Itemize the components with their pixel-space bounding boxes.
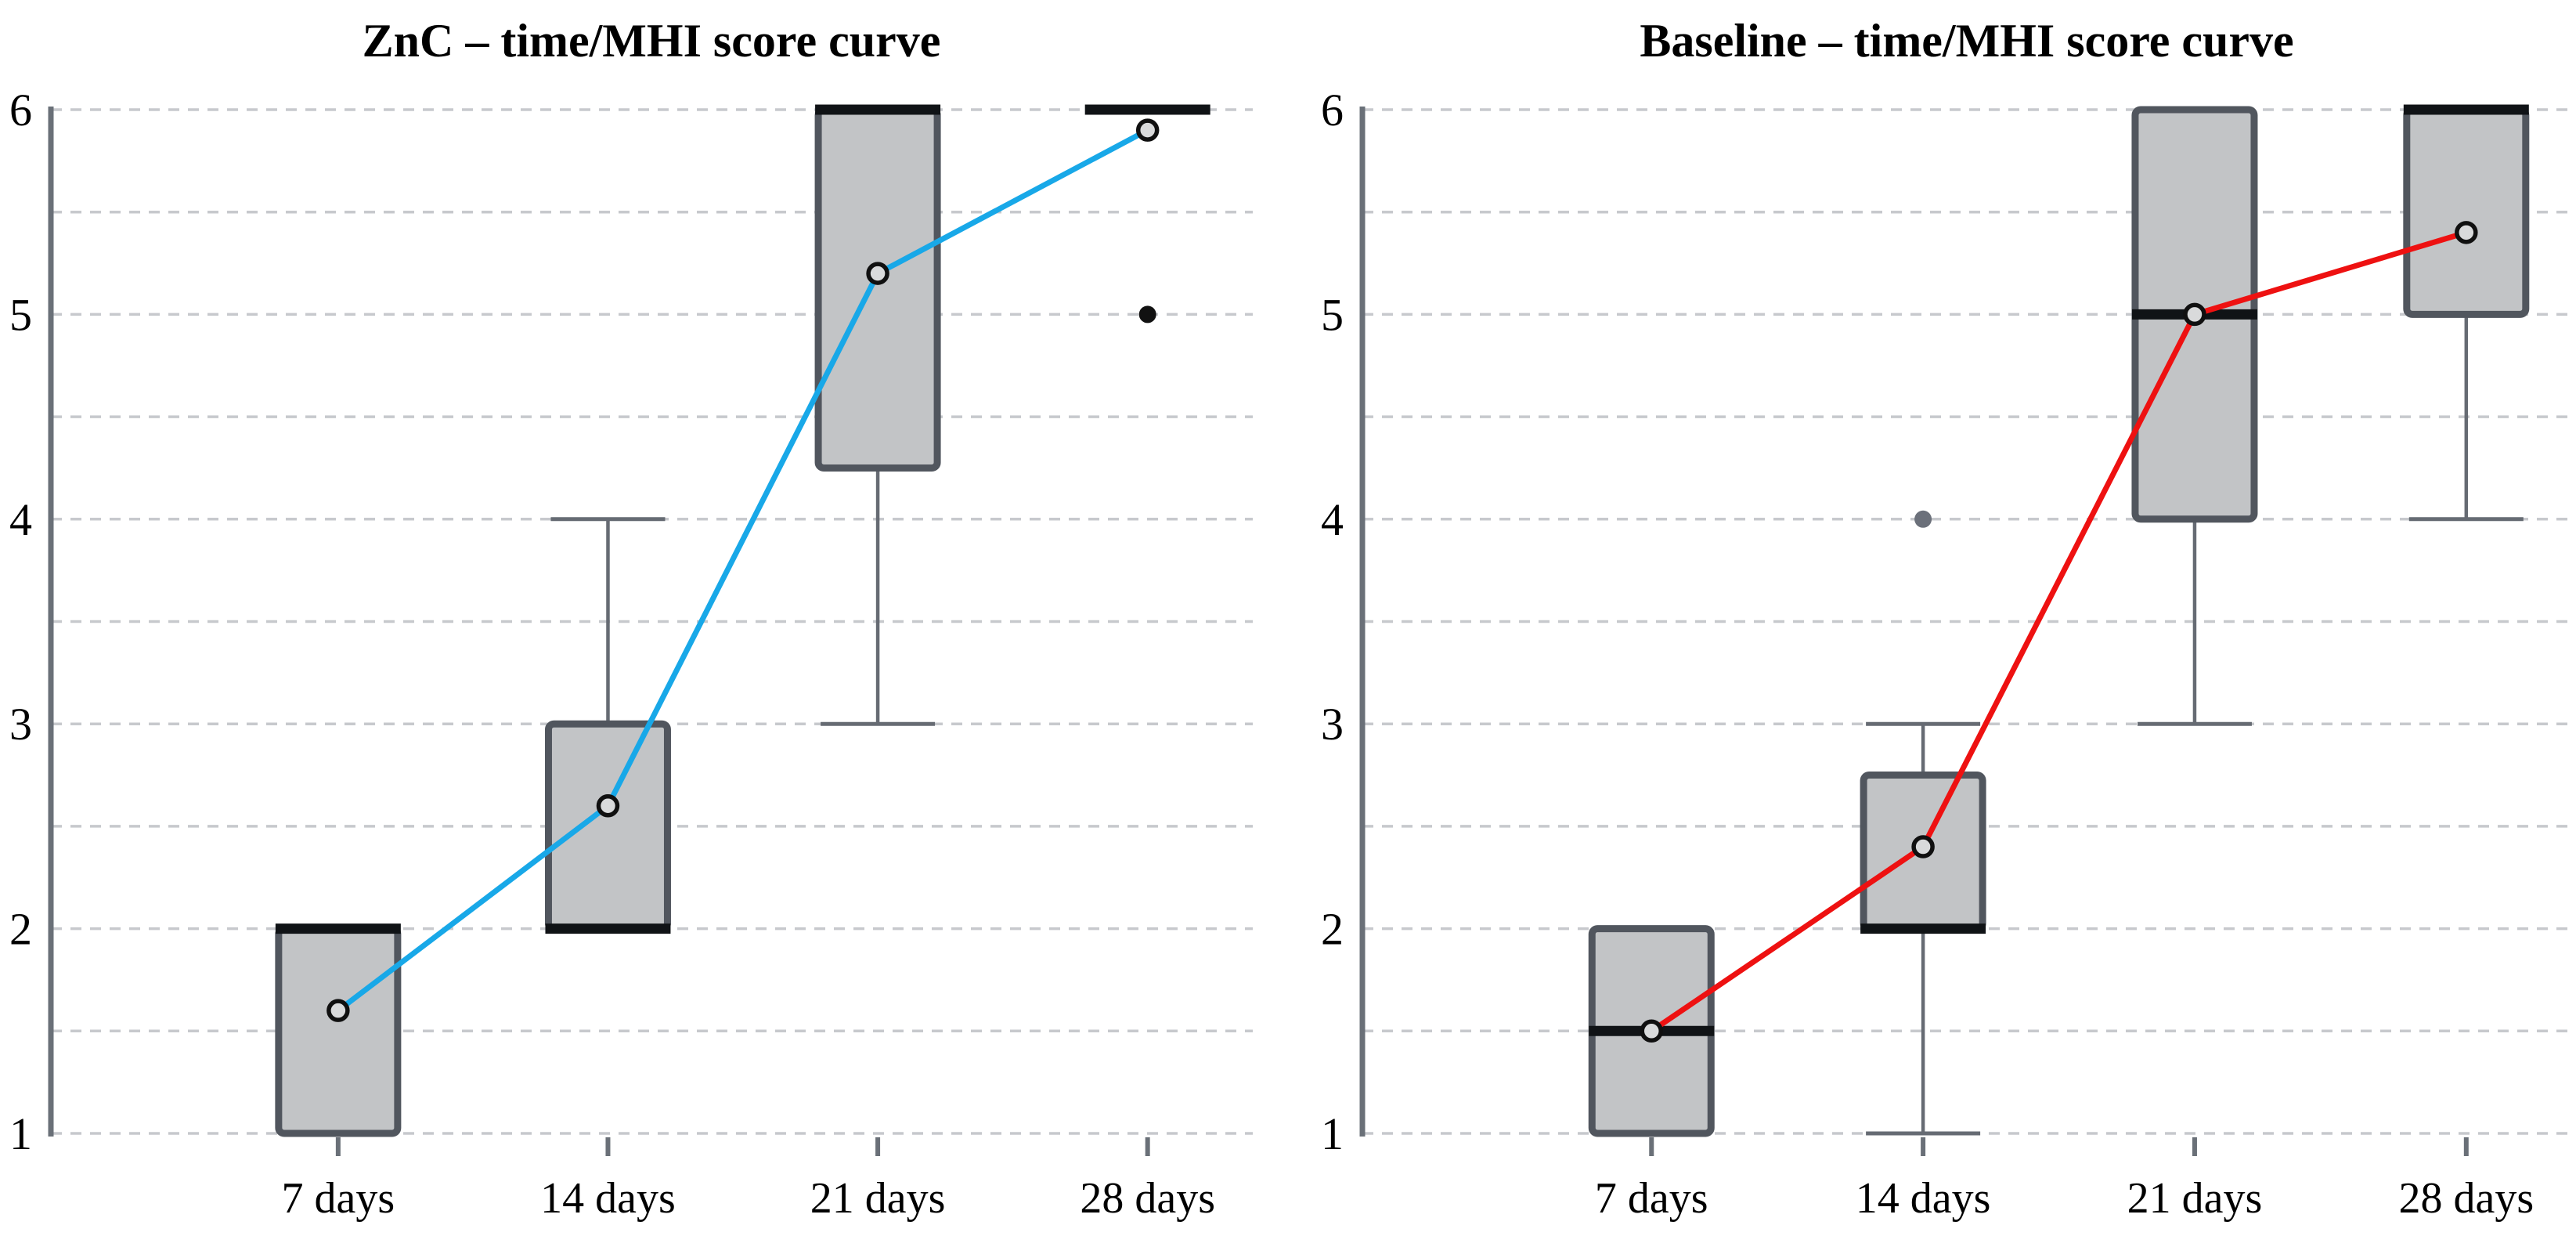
mean-marker <box>2183 302 2206 327</box>
x-tick-label: 28 days <box>1080 1174 1215 1223</box>
x-tick-label: 14 days <box>540 1174 676 1223</box>
y-tick-label: 2 <box>1321 904 1344 955</box>
baseline-chart-title: Baseline – time/MHI score curve <box>1640 15 2293 67</box>
baseline-chart-panel: 7 days 14 days 21 days 28 days 1 2 3 4 5 6 <box>1321 85 2572 1223</box>
x-tick-label: 7 days <box>282 1174 395 1223</box>
x-tick-label: 28 days <box>2398 1174 2534 1223</box>
outlier-point <box>1138 305 1156 323</box>
y-tick-label: 6 <box>1321 85 1344 136</box>
box <box>814 106 941 472</box>
mean-marker <box>2455 221 2478 244</box>
outlier-point <box>1914 510 1932 528</box>
mean-marker <box>596 794 620 818</box>
y-tick-label: 6 <box>9 85 32 136</box>
mean-marker <box>866 262 889 285</box>
y-tick-label: 4 <box>1321 494 1344 545</box>
y-tick-label: 3 <box>9 699 32 750</box>
x-tick-label: 7 days <box>1595 1174 1708 1223</box>
y-tick-label: 4 <box>9 494 32 545</box>
x-tick-label: 14 days <box>1856 1174 1991 1223</box>
mean-marker <box>327 999 350 1022</box>
znc-chart-panel: 7 days 14 days 21 days 28 days 1 2 3 4 5 6 <box>9 85 1253 1223</box>
y-tick-label: 3 <box>1321 699 1344 750</box>
box <box>275 925 402 1137</box>
y-tick-label: 1 <box>1321 1108 1344 1159</box>
mean-marker <box>1135 118 1160 142</box>
x-tick-label: 21 days <box>810 1174 946 1223</box>
mean-curve <box>1648 229 2470 1034</box>
mean-marker <box>1911 835 1935 858</box>
box <box>2403 106 2530 318</box>
mean-marker <box>1640 1019 1664 1043</box>
y-tick-label: 1 <box>9 1108 32 1159</box>
y-tick-label: 5 <box>1321 289 1344 340</box>
y-tick-label: 5 <box>9 289 32 340</box>
znc-chart-title: ZnC – time/MHI score curve <box>363 15 941 67</box>
box <box>544 720 671 933</box>
y-tick-label: 2 <box>9 904 32 955</box>
x-tick-label: 21 days <box>2127 1174 2263 1223</box>
mean-curve <box>335 127 1151 1014</box>
